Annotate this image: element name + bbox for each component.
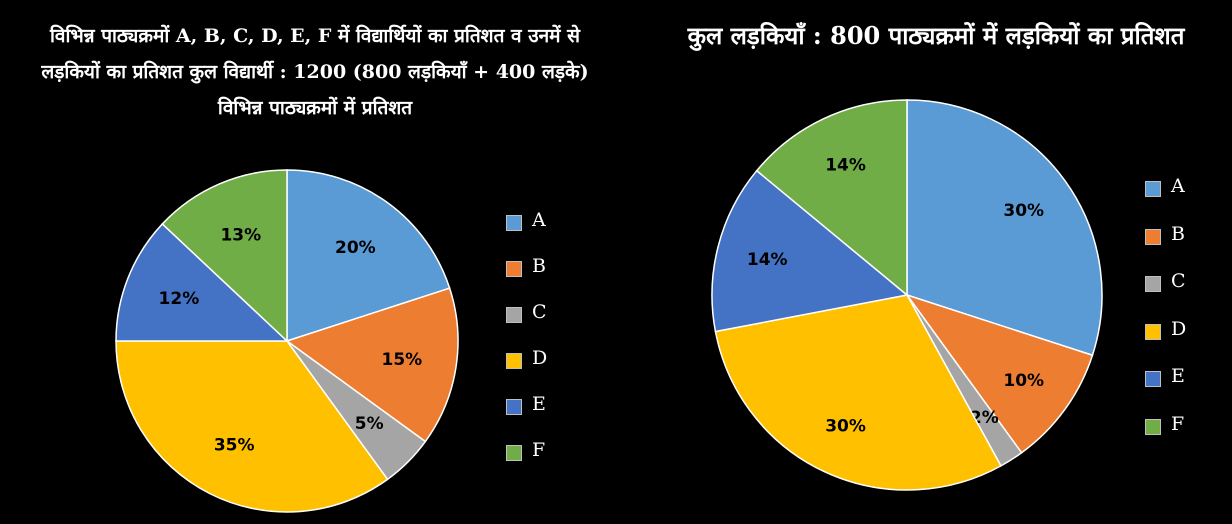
left-legend-label-f: F bbox=[532, 439, 546, 461]
left-title-line-2: लड़कियों का प्रतिशत कुल विद्यार्थी : 120… bbox=[41, 61, 589, 83]
left-slice-label-c: 5% bbox=[355, 414, 384, 434]
right-legend-label-c: C bbox=[1171, 270, 1186, 292]
left-legend-swatch-c bbox=[506, 307, 522, 323]
right-slice-label-f: 14% bbox=[825, 155, 866, 175]
right-slice-label-e: 14% bbox=[747, 250, 788, 270]
right-legend-swatch-b bbox=[1145, 228, 1161, 245]
right-legend-label-e: E bbox=[1171, 365, 1185, 387]
right-slice-a bbox=[906, 99, 1103, 357]
left-slice-label-a: 20% bbox=[335, 238, 376, 258]
left-slice-label-d: 35% bbox=[214, 436, 255, 456]
left-legend-swatch-f bbox=[506, 445, 522, 461]
left-title-line-3: विभिन्न पाठ्यक्रमों में प्रतिशत bbox=[217, 97, 413, 119]
right-chart-title: कुल लड़कियाँ : 800 पाठ्यक्रमों में लड़कि… bbox=[687, 21, 1185, 50]
right-legend-label-a: A bbox=[1171, 175, 1185, 197]
left-slice-e bbox=[115, 222, 289, 342]
left-legend-label-c: C bbox=[532, 301, 547, 323]
right-slice-b bbox=[905, 293, 1094, 454]
left-slice-label-b: 15% bbox=[381, 350, 422, 370]
right-legend-swatch-e bbox=[1145, 371, 1161, 387]
left-legend-label-a: A bbox=[532, 209, 546, 231]
right-legend-swatch-c bbox=[1145, 276, 1161, 292]
right-legend-label-f: F bbox=[1171, 412, 1185, 435]
right-slice-d bbox=[714, 294, 1002, 491]
left-legend-label-b: B bbox=[532, 255, 546, 277]
left-legend-label-e: E bbox=[532, 393, 546, 415]
left-slice-f bbox=[161, 169, 288, 343]
right-legend-swatch-f bbox=[1145, 418, 1161, 435]
left-slice-b bbox=[285, 287, 459, 443]
left-legend-swatch-b bbox=[506, 261, 522, 277]
left-slice-label-e: 12% bbox=[159, 289, 200, 309]
left-title-line-1: विभिन्न पाठ्यक्रमों A, B, C, D, E, F में… bbox=[50, 25, 580, 47]
left-slice-a bbox=[286, 169, 451, 343]
left-legend-swatch-a bbox=[506, 215, 522, 231]
right-slice-label-b: 10% bbox=[1003, 371, 1044, 391]
right-legend-swatch-a bbox=[1145, 181, 1161, 197]
left-slice-label-f: 13% bbox=[220, 225, 261, 245]
right-slice-label-a: 30% bbox=[1003, 201, 1044, 221]
left-legend-swatch-d bbox=[506, 353, 522, 369]
right-slice-label-d: 30% bbox=[825, 417, 866, 437]
left-slice-d bbox=[115, 340, 389, 513]
right-legend-label-b: B bbox=[1171, 222, 1185, 245]
left-chart-title: विभिन्न पाठ्यक्रमों A, B, C, D, E, F में… bbox=[0, 18, 630, 126]
right-slice-e bbox=[711, 169, 909, 333]
right-legend-swatch-d bbox=[1145, 323, 1161, 340]
left-legend-label-d: D bbox=[532, 347, 548, 369]
left-legend-swatch-e bbox=[506, 399, 522, 415]
right-slice-f bbox=[755, 99, 908, 297]
right-legend-label-d: D bbox=[1171, 317, 1187, 340]
